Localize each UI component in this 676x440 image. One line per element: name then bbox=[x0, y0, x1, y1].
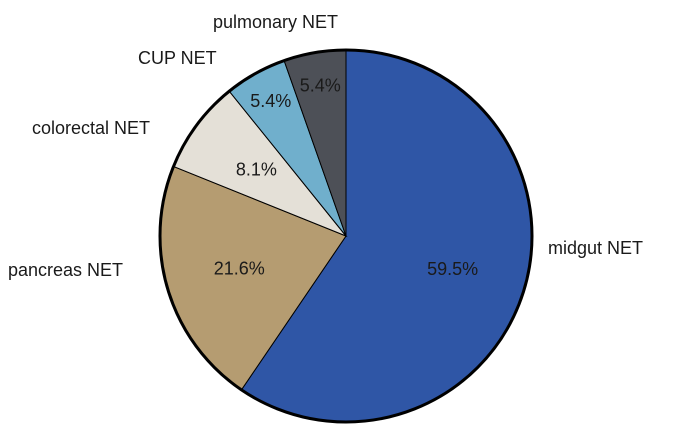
value-labels: 59.5% 21.6% 8.1% 5.4% 5.4% bbox=[214, 76, 478, 279]
category-label-pulmonary-net: pulmonary NET bbox=[213, 12, 338, 32]
category-label-midgut-net: midgut NET bbox=[548, 238, 643, 258]
category-label-pancreas-net: pancreas NET bbox=[8, 260, 123, 280]
category-labels: midgut NET pancreas NET colorectal NET CUP … bbox=[8, 12, 643, 280]
category-label-colorectal-net: colorectal NET bbox=[32, 118, 150, 138]
value-label-pulmonary-net: 5.4% bbox=[300, 76, 341, 96]
pie-outline bbox=[158, 48, 534, 424]
category-label-cup-net: CUP NET bbox=[138, 48, 217, 68]
value-label-pancreas-net: 21.6% bbox=[214, 258, 265, 278]
value-label-cup-net: 5.4% bbox=[250, 91, 291, 111]
value-label-midgut-net: 59.5% bbox=[427, 259, 478, 279]
value-label-colorectal-net: 8.1% bbox=[236, 160, 277, 180]
pie-slices bbox=[159, 49, 533, 423]
